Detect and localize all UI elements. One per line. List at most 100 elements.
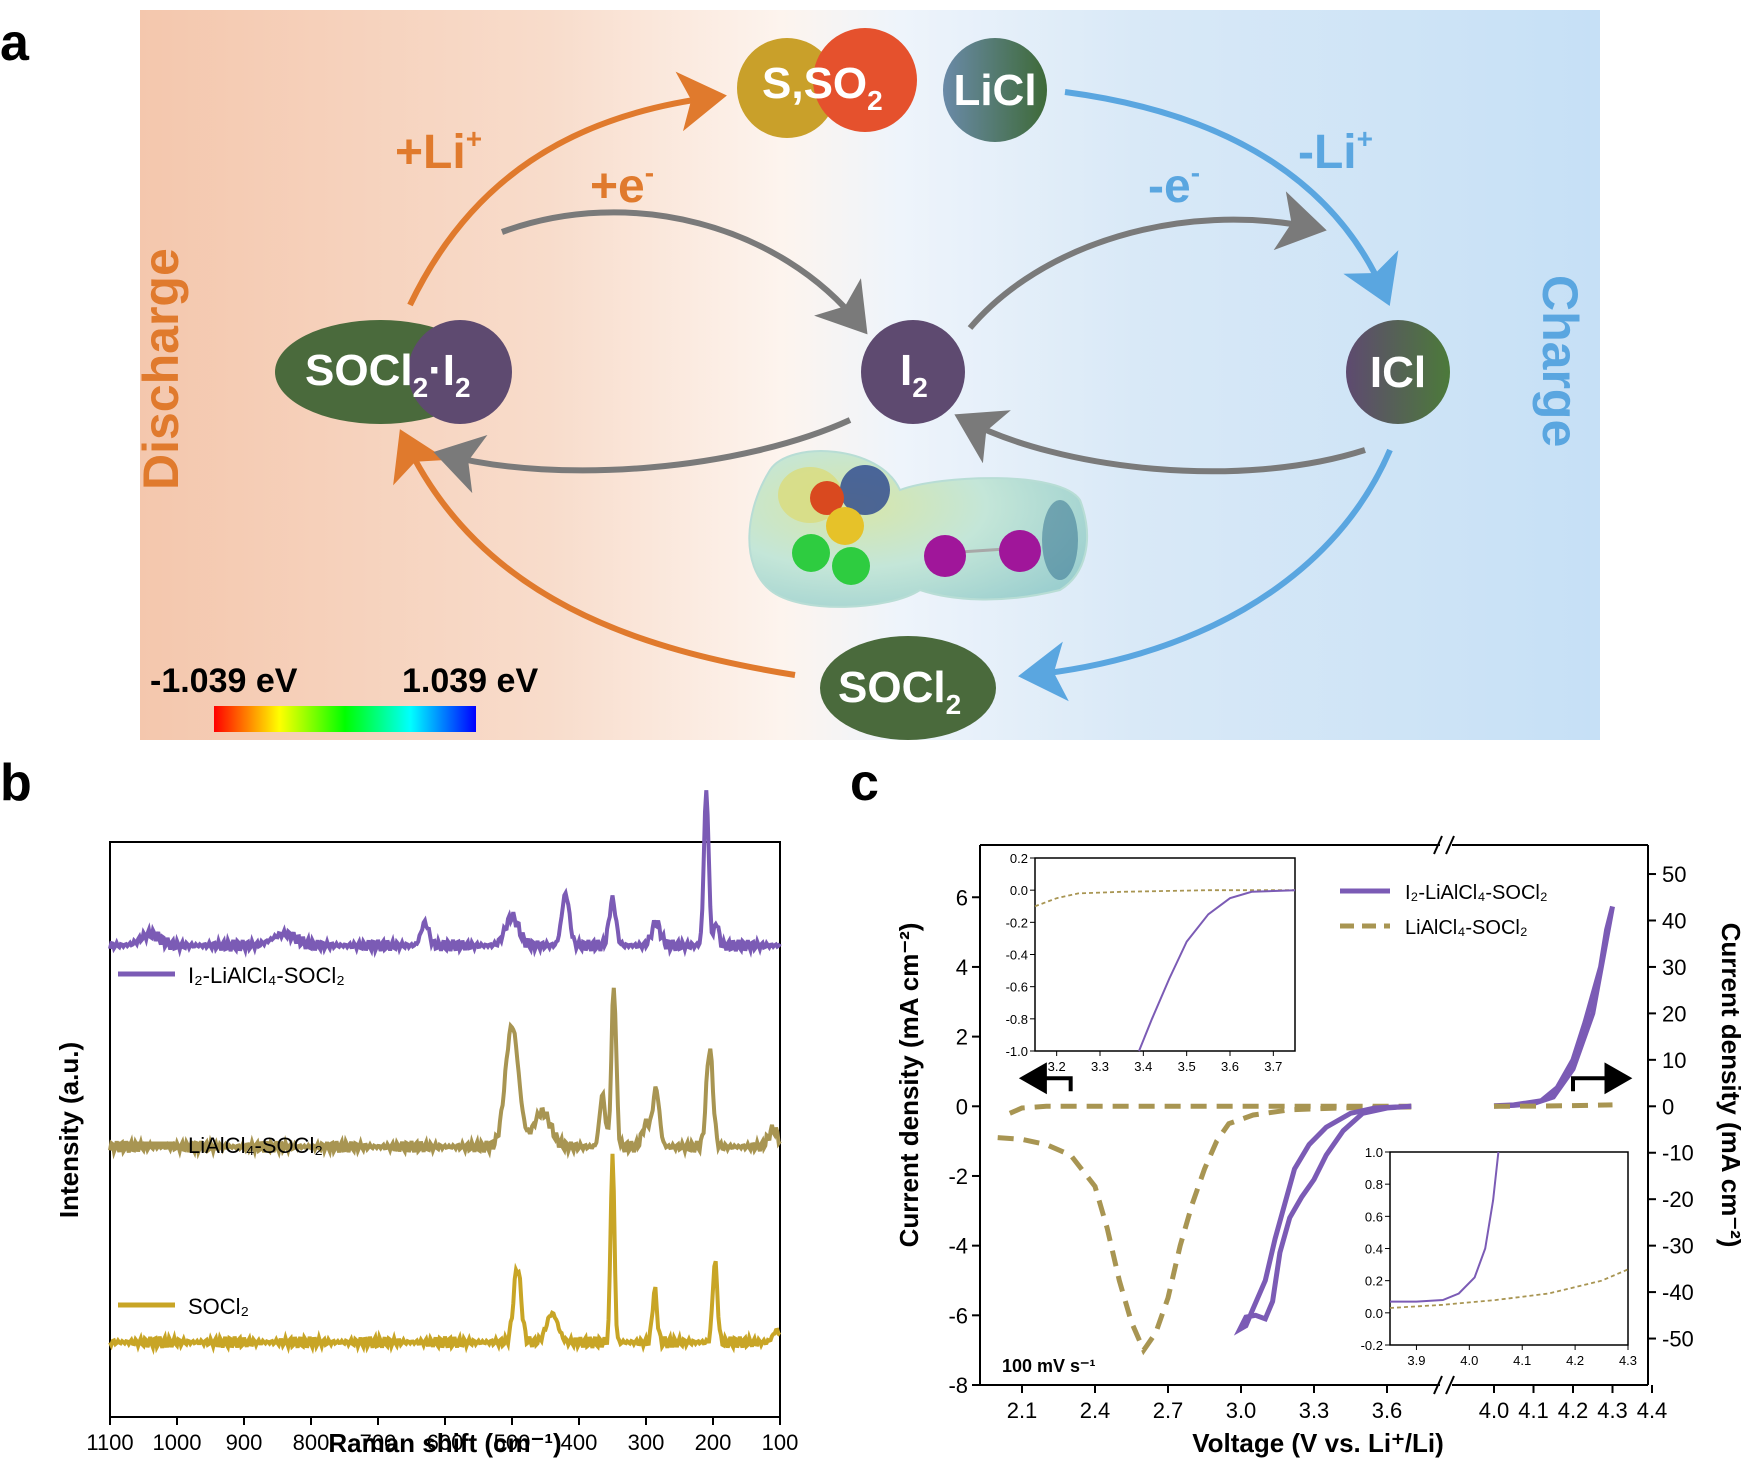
node-licl bbox=[943, 38, 1047, 142]
node-s bbox=[737, 38, 837, 138]
plot-b-x-label: Raman shift (cm⁻¹) bbox=[328, 1428, 561, 1458]
x-tick-label: 3.3 bbox=[1299, 1398, 1330, 1423]
inset-bottom: 3.9 4.0 4.1 4.2 4.3 1.0 0.8 0.6 0.4 0.2 0.0 -0.2 bbox=[1361, 1145, 1637, 1368]
x-tick-label: 400 bbox=[561, 1430, 598, 1455]
x-tick-label: 2.4 bbox=[1080, 1398, 1111, 1423]
plot-b-y-label: Intensity (a.u.) bbox=[54, 1042, 84, 1218]
node-licl-label: LiCl bbox=[953, 66, 1036, 115]
legend-label: I₂-LiAlCl₄-SOCl₂ bbox=[1405, 882, 1548, 904]
inset-top-y-tick-label: 0.2 bbox=[1010, 851, 1028, 866]
x-tick-label: 4.2 bbox=[1558, 1398, 1589, 1423]
y-left-tick-label: 2 bbox=[956, 1025, 968, 1050]
x-tick-label: 100 bbox=[762, 1430, 799, 1455]
gray-arrow-to-complex bbox=[433, 417, 852, 494]
y-left-tick-label: -2 bbox=[948, 1164, 968, 1189]
inset-bottom-i2 bbox=[1390, 1151, 1500, 1303]
legend-label: I₂-LiAlCl₄-SOCl₂ bbox=[188, 963, 345, 988]
charge-arrow-down bbox=[1064, 89, 1399, 307]
inset-top-y-tick-label: -0.8 bbox=[1006, 1012, 1028, 1027]
cv-i2-charge bbox=[1493, 905, 1615, 1109]
plot-b-legend: I₂-LiAlCl₄-SOCl₂ LiAlCl₄-SOCl₂ SOCl₂ bbox=[118, 963, 345, 1319]
node-socl2-label: SOCl2 bbox=[838, 663, 961, 720]
inset-top: 3.2 3.3 3.4 3.5 3.6 3.7 0.2 0.0 -0.2 -0.4 -0.6 -0.8… bbox=[1006, 851, 1296, 1074]
left-axis-indicator-arrow bbox=[1018, 1062, 1073, 1095]
node-socl2-i2-circle bbox=[408, 320, 512, 424]
y-right-tick-label: -30 bbox=[1662, 1234, 1694, 1259]
y-left-tick-label: 4 bbox=[956, 955, 968, 980]
x-tick-label: 1100 bbox=[86, 1430, 133, 1455]
inset-bottom-y-tick-label: 0.0 bbox=[1365, 1306, 1383, 1321]
axis-break-mark bbox=[1433, 1375, 1443, 1395]
inset-bottom-y-tick-label: -0.2 bbox=[1361, 1338, 1383, 1353]
node-s-so2-label: S,SO2 bbox=[762, 59, 883, 116]
panel-a-letter: a bbox=[0, 14, 30, 72]
x-tick-label: 3.0 bbox=[1226, 1398, 1257, 1423]
plot-b-frame bbox=[109, 841, 781, 1418]
inset-bottom-y-tick-label: 0.8 bbox=[1365, 1177, 1383, 1192]
y-right-tick-label: 20 bbox=[1662, 1001, 1686, 1026]
inset-top-x-tick-label: 3.5 bbox=[1178, 1059, 1196, 1074]
inset-top-frame bbox=[1034, 857, 1296, 1052]
node-socl2 bbox=[820, 636, 996, 740]
gray-arrow-to-i2 bbox=[500, 209, 868, 335]
y-left-tick-label: -6 bbox=[948, 1303, 968, 1328]
raman-series-1 bbox=[108, 987, 782, 1160]
node-i2-label: I2 bbox=[900, 346, 928, 403]
inset-bottom-x-tick-label: 3.9 bbox=[1407, 1353, 1425, 1368]
axis-break-mark bbox=[1445, 1375, 1455, 1395]
y-right-tick-label: -10 bbox=[1662, 1141, 1694, 1166]
y-left-tick-label: -8 bbox=[948, 1373, 968, 1398]
plot-c-legend: I₂-LiAlCl₄-SOCl₂ LiAlCl₄-SOCl₂ bbox=[1340, 882, 1548, 939]
y-right-tick-label: -50 bbox=[1662, 1327, 1694, 1352]
panel-c: c 2.1 2.4 2.7 3.0 3.3 3.6 4.0 4.1 4.2 4.3 4.46420-… bbox=[850, 754, 1746, 1458]
plot-c-insets: 3.2 3.3 3.4 3.5 3.6 3.7 0.2 0.0 -0.2 -0.4 -0.6 -0.8… bbox=[1006, 851, 1637, 1368]
panel-c-letter: c bbox=[850, 754, 879, 812]
inset-bottom-frame bbox=[1389, 1151, 1629, 1346]
y-right-tick-label: 0 bbox=[1662, 1094, 1674, 1119]
panel-b-letter: b bbox=[0, 754, 32, 812]
y-right-tick-label: 10 bbox=[1662, 1048, 1686, 1073]
axis-break-mark bbox=[1445, 835, 1455, 855]
inset-bottom-x-tick-label: 4.3 bbox=[1619, 1353, 1637, 1368]
raman-series-0 bbox=[108, 790, 782, 959]
x-tick-label: 900 bbox=[226, 1430, 263, 1455]
panel-a: a Discharge Charge +Li+ +e- -e- -Li+ S,S… bbox=[0, 10, 1600, 740]
cv-liacl4-socl2-discharge bbox=[997, 1104, 1412, 1356]
y-right-tick-label: 40 bbox=[1662, 908, 1686, 933]
plot-c-x-label: Voltage (V vs. Li⁺/Li) bbox=[1192, 1428, 1444, 1458]
plot-c-y-right-label: Current density (mA cm⁻²) bbox=[1716, 923, 1746, 1248]
y-left-tick-label: -4 bbox=[948, 1234, 968, 1259]
inset-top-liacl4-socl2 bbox=[1034, 889, 1295, 908]
x-tick-label: 600 bbox=[427, 1430, 464, 1455]
inset-bottom-liacl4-socl2 bbox=[1389, 1268, 1629, 1309]
y-right-tick-label: 50 bbox=[1662, 862, 1686, 887]
scan-rate-label: 100 mV s⁻¹ bbox=[1002, 1356, 1096, 1376]
y-right-tick-label: -40 bbox=[1662, 1280, 1694, 1305]
cv-liacl4-socl2-charge bbox=[1493, 1102, 1613, 1109]
label-plus-e: +e- bbox=[590, 157, 654, 213]
label-plus-li: +Li+ bbox=[395, 123, 482, 179]
x-tick-label: 3.6 bbox=[1372, 1398, 1403, 1423]
inset-top-y-tick-label: -0.2 bbox=[1006, 915, 1028, 930]
colorbar-min-label: -1.039 eV bbox=[150, 662, 298, 700]
label-minus-li: -Li+ bbox=[1298, 123, 1373, 179]
discharge-label: Discharge bbox=[133, 248, 189, 490]
node-socl2-i2-label: SOCl2·I2 bbox=[305, 346, 471, 403]
x-tick-label: 4.1 bbox=[1518, 1398, 1549, 1423]
x-tick-label: 200 bbox=[695, 1430, 732, 1455]
x-tick-label: 4.0 bbox=[1479, 1398, 1510, 1423]
plot-b-x-axis: 1100 1000 900 800 700 600 500 400 300 200 100 bbox=[86, 1417, 798, 1455]
plot-c-series bbox=[997, 905, 1615, 1356]
x-tick-label: 2.1 bbox=[1007, 1398, 1038, 1423]
inset-top-x-tick-label: 3.7 bbox=[1264, 1059, 1282, 1074]
legend-label: SOCl₂ bbox=[188, 1294, 249, 1319]
esp-molecule-image bbox=[748, 450, 1088, 608]
colorbar-max-label: 1.039 eV bbox=[402, 662, 538, 700]
inset-top-y-tick-label: -0.6 bbox=[1006, 980, 1028, 995]
inset-top-x-tick-label: 3.3 bbox=[1091, 1059, 1109, 1074]
inset-top-y-tick-label: -1.0 bbox=[1006, 1044, 1028, 1059]
inset-bottom-x-tick-label: 4.0 bbox=[1460, 1353, 1478, 1368]
inset-top-i2 bbox=[1138, 889, 1296, 1052]
inset-bottom-x-tick-label: 4.1 bbox=[1513, 1353, 1531, 1368]
